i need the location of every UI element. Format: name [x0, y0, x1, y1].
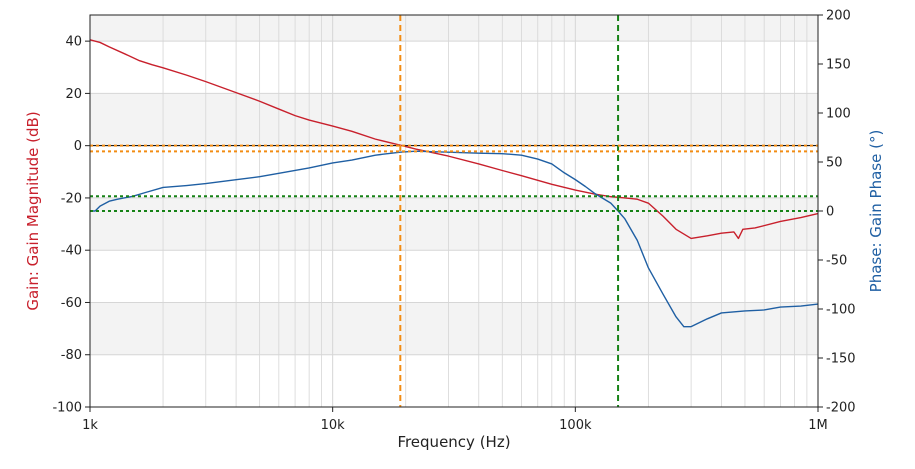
- left-y-tick-label: 40: [65, 35, 82, 50]
- tick-layer: 1k 10k 100k 1M40200-20-40-60-80-10020015010…: [52, 9, 855, 434]
- right-y-tick-label: 50: [826, 156, 843, 171]
- plot-bands: [90, 15, 818, 355]
- left-y-tick-label: 0: [74, 139, 82, 154]
- plot-band: [90, 15, 818, 42]
- plot-band: [90, 302, 818, 355]
- left-y-axis-title: Gain: Gain Magnitude (dB): [24, 111, 42, 310]
- plot-band: [90, 197, 818, 251]
- left-y-tick-label: -40: [61, 244, 82, 259]
- x-tick-label: 100k: [559, 418, 592, 433]
- right-y-tick-label: -100: [826, 303, 856, 318]
- series-layer: [89, 39, 819, 328]
- left-y-tick-label: -20: [61, 191, 82, 206]
- right-y-tick-label: 0: [826, 205, 834, 220]
- right-y-tick-label: -150: [826, 352, 856, 367]
- phase-series-line: [90, 150, 819, 328]
- right-y-axis-title: Phase: Gain Phase (°): [867, 130, 885, 293]
- right-y-tick-label: 100: [826, 107, 851, 122]
- plot-band: [90, 93, 818, 146]
- right-y-tick-label: -50: [826, 254, 847, 269]
- x-axis-title: Frequency (Hz): [397, 433, 510, 451]
- x-tick-label: 1M: [808, 418, 828, 433]
- right-y-tick-label: 200: [826, 9, 851, 24]
- right-y-tick-label: 150: [826, 58, 851, 73]
- x-tick-label: 1k: [82, 418, 98, 433]
- gain-series-line: [89, 39, 819, 240]
- right-y-tick-label: -200: [826, 401, 856, 416]
- left-y-tick-label: -80: [61, 348, 82, 363]
- x-tick-label: 10k: [321, 418, 346, 433]
- left-y-tick-label: -100: [52, 401, 82, 416]
- reference-lines: [90, 15, 818, 407]
- left-y-tick-label: -60: [61, 296, 82, 311]
- left-y-tick-label: 20: [65, 87, 82, 102]
